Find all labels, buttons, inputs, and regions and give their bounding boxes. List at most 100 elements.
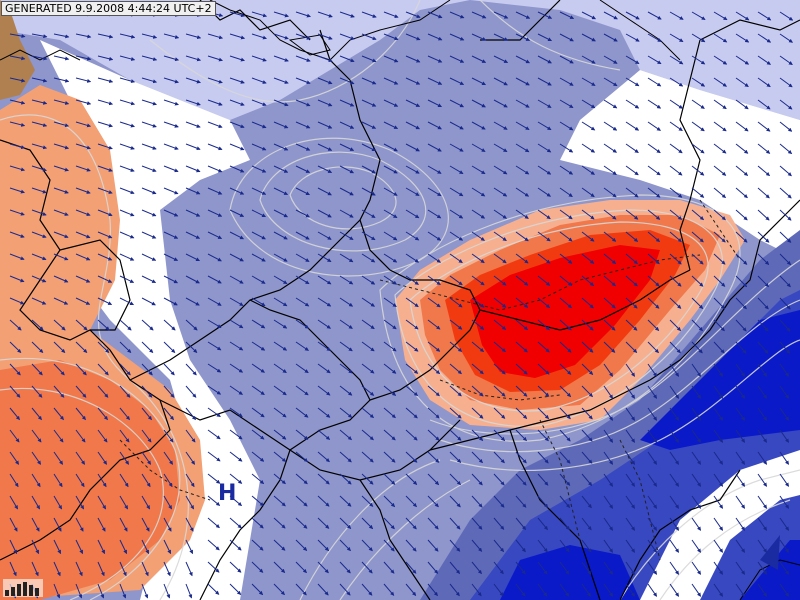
wind-arrow [559,99,574,109]
wind-arrow [647,121,661,131]
wind-arrow [207,517,220,529]
wind-arrow [295,319,310,329]
wind-arrow [691,385,702,399]
wind-arrow [53,495,63,510]
wind-arrow [449,275,463,286]
wind-arrow [361,55,377,63]
wind-arrow [779,495,790,509]
wind-arrow [9,275,25,283]
wind-arrow [295,583,307,596]
wind-arrow [141,55,158,61]
wind-arrow [75,429,86,443]
wind-arrow [53,517,62,532]
wind-arrow [449,297,463,308]
wind-arrow [581,275,595,287]
wind-arrow [119,55,136,61]
wind-arrow [141,539,150,555]
wind-arrow [713,77,727,87]
wind-arrow [669,165,683,176]
wind-arrow [185,451,196,465]
wind-arrow [141,319,154,331]
wind-arrow [251,319,266,329]
wind-arrow [207,407,221,418]
wind-arrow [581,143,596,153]
wind-arrow [471,121,486,130]
wind-arrow [119,187,135,195]
wind-arrow [31,231,47,238]
wind-arrow [339,583,351,596]
wind-arrow [207,275,222,284]
field-faint-negative [0,0,800,120]
wind-arrow [405,341,419,352]
wind-arrow [669,275,682,287]
wind-arrow [449,341,463,352]
wind-arrow [251,231,266,240]
wind-arrow [405,209,420,219]
wind-arrow [185,517,194,532]
wind-arrow [735,187,748,199]
wind-arrow [515,11,531,19]
wind-arrow [603,187,617,198]
wind-arrow [339,253,354,263]
wind-arrow [713,187,727,199]
wind-arrow [9,539,18,555]
wind-arrow [515,583,526,597]
wind-arrow [97,253,113,261]
wind-arrow [251,297,266,307]
wind-arrow [779,297,791,310]
wind-arrow [537,187,551,197]
wind-arrow [9,231,25,238]
wind-arrow [273,341,288,351]
wind-arrow [119,253,135,261]
wind-arrow [295,517,308,529]
wind-arrow [163,55,180,62]
wind-arrow [405,33,421,41]
wind-arrow [537,33,552,42]
wind-arrow [449,187,464,197]
wind-arrow [361,561,373,574]
wind-arrow [515,187,530,197]
wind-arrow [669,495,680,509]
wind-arrow [471,407,484,419]
wind-arrow [185,539,194,555]
wind-arrow [31,275,47,283]
wind-arrow [559,11,575,20]
wind-arrow [559,319,572,331]
wind-arrow [471,143,486,152]
wind-arrow [537,473,549,486]
wind-arrow [339,495,352,507]
wind-arrow [75,319,88,331]
wind-arrow [405,121,420,130]
wind-arrow [691,583,702,597]
wind-arrow [735,429,746,443]
front-marker [760,535,780,570]
wind-arrow [97,99,114,106]
wind-arrow [691,11,706,21]
wind-arrow [471,561,482,575]
wind-arrow [625,517,636,531]
wind-arrow [515,363,528,375]
wind-arrow [119,297,134,306]
wind-arrow [163,209,179,217]
wind-arrow [559,187,573,198]
wind-arrow [669,429,680,443]
wind-arrow [229,33,246,40]
wind-arrow [405,253,420,263]
wind-arrow [317,55,333,62]
wind-arrow [229,341,244,351]
wind-arrow [53,143,70,150]
wind-arrow [493,99,508,108]
wind-arrow [515,209,529,219]
wind-arrow [97,33,114,39]
wind-arrow [317,451,330,463]
wind-arrow [669,407,680,421]
wind-arrow [493,33,509,41]
wind-arrow [317,429,331,440]
wind-arrow [493,121,508,130]
wind-arrow [9,319,22,331]
wind-arrow [75,99,92,106]
wind-arrow [757,385,768,399]
wind-arrow [383,363,397,374]
wind-arrow [405,407,418,419]
legend-bars-icon[interactable] [3,579,43,597]
